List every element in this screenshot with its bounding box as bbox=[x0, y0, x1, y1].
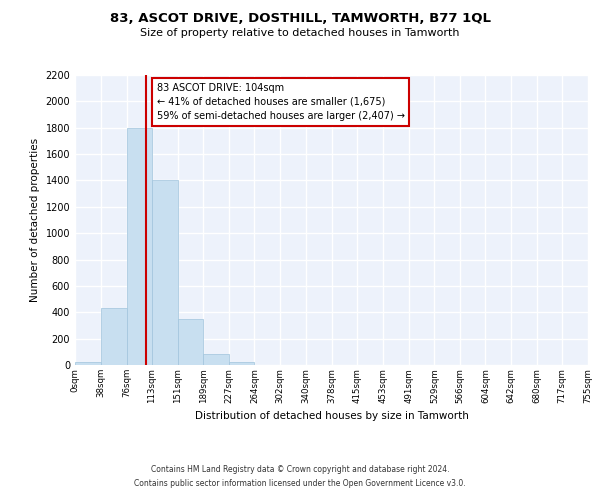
X-axis label: Distribution of detached houses by size in Tamworth: Distribution of detached houses by size … bbox=[194, 411, 469, 421]
Bar bbox=[152, 180, 178, 365]
Bar bbox=[75, 362, 101, 365]
Text: Size of property relative to detached houses in Tamworth: Size of property relative to detached ho… bbox=[140, 28, 460, 38]
Text: 83 ASCOT DRIVE: 104sqm
← 41% of detached houses are smaller (1,675)
59% of semi-: 83 ASCOT DRIVE: 104sqm ← 41% of detached… bbox=[157, 83, 404, 121]
Bar bbox=[229, 362, 254, 365]
Y-axis label: Number of detached properties: Number of detached properties bbox=[30, 138, 40, 302]
Text: Contains HM Land Registry data © Crown copyright and database right 2024.
Contai: Contains HM Land Registry data © Crown c… bbox=[134, 466, 466, 487]
Bar bbox=[127, 128, 152, 365]
Bar bbox=[101, 308, 127, 365]
Bar bbox=[178, 319, 203, 365]
Text: 83, ASCOT DRIVE, DOSTHILL, TAMWORTH, B77 1QL: 83, ASCOT DRIVE, DOSTHILL, TAMWORTH, B77… bbox=[110, 12, 491, 26]
Bar bbox=[203, 354, 229, 365]
